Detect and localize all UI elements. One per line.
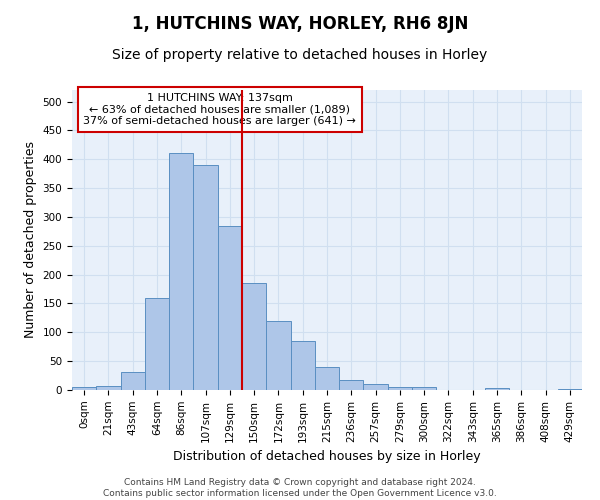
Bar [169,154,193,390]
Bar [145,298,169,390]
Bar [412,387,436,390]
Bar [364,384,388,390]
Bar [218,226,242,390]
Bar [339,380,364,390]
Y-axis label: Number of detached properties: Number of detached properties [24,142,37,338]
Text: 1, HUTCHINS WAY, HORLEY, RH6 8JN: 1, HUTCHINS WAY, HORLEY, RH6 8JN [132,15,468,33]
Bar [193,165,218,390]
Bar [266,321,290,390]
Text: 1 HUTCHINS WAY: 137sqm
← 63% of detached houses are smaller (1,089)
37% of semi-: 1 HUTCHINS WAY: 137sqm ← 63% of detached… [83,93,356,126]
Bar [388,387,412,390]
Bar [242,284,266,390]
Bar [315,367,339,390]
Bar [121,372,145,390]
Bar [485,388,509,390]
Bar [72,387,96,390]
Bar [96,386,121,390]
Bar [290,341,315,390]
Bar [558,389,582,390]
Text: Size of property relative to detached houses in Horley: Size of property relative to detached ho… [112,48,488,62]
Text: Contains HM Land Registry data © Crown copyright and database right 2024.
Contai: Contains HM Land Registry data © Crown c… [103,478,497,498]
X-axis label: Distribution of detached houses by size in Horley: Distribution of detached houses by size … [173,450,481,463]
